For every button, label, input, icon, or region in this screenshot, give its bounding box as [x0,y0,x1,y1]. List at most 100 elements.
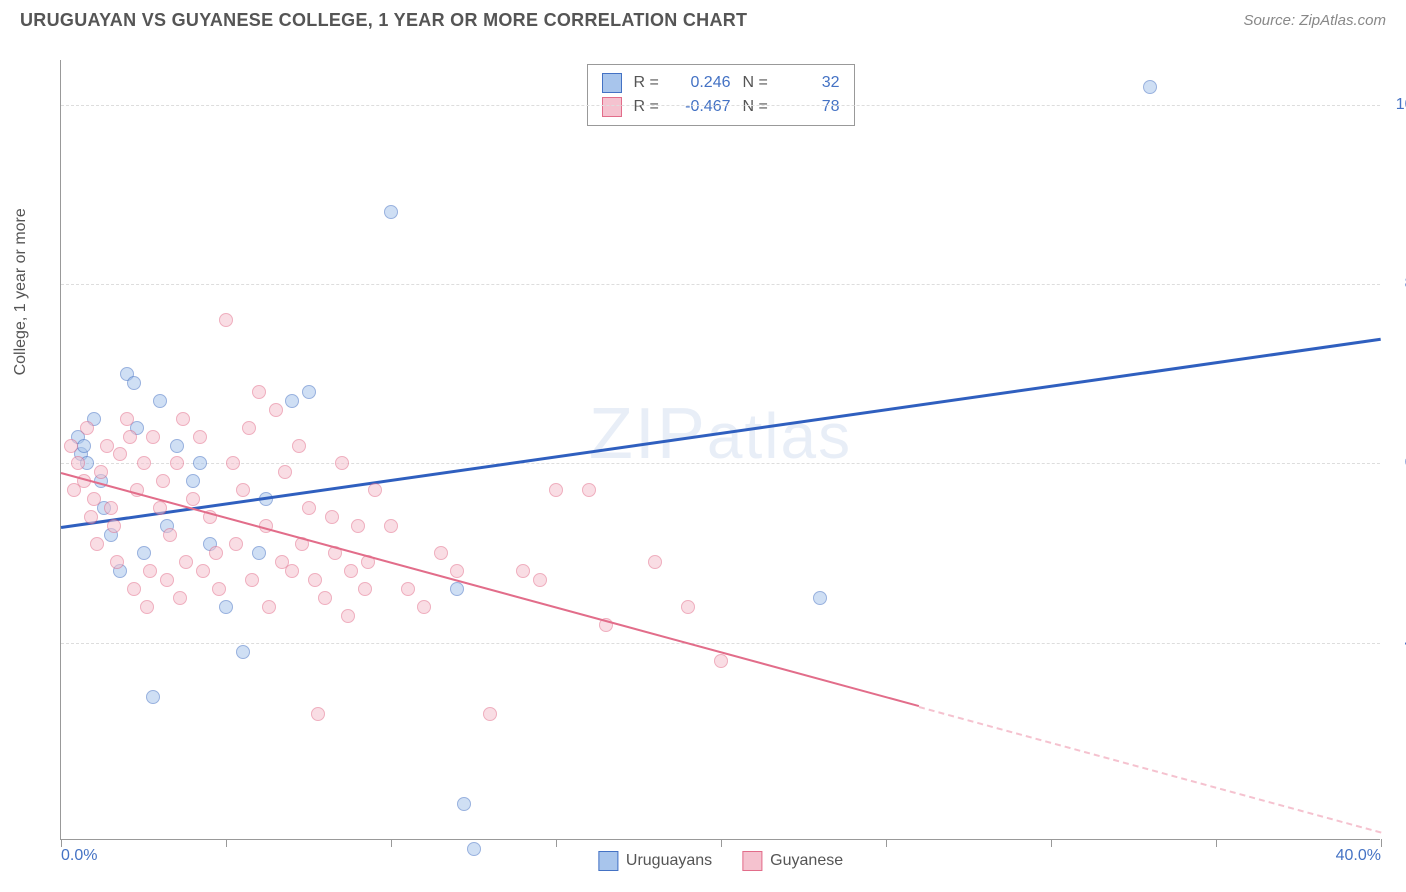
stats-row: R =0.246N =32 [602,71,840,95]
trend-line [919,706,1382,833]
scatter-point [140,600,154,614]
stat-r-value: -0.467 [676,98,731,116]
stat-r-label: R = [634,74,664,92]
scatter-point [153,501,167,515]
scatter-point [113,447,127,461]
scatter-point [236,483,250,497]
scatter-point [156,474,170,488]
scatter-point [335,456,349,470]
grid-line [61,105,1380,106]
legend-swatch [602,97,622,117]
scatter-point [516,564,530,578]
scatter-point [368,483,382,497]
x-tick [1216,839,1217,847]
scatter-point [351,519,365,533]
scatter-point [285,394,299,408]
scatter-point [127,582,141,596]
x-tick [391,839,392,847]
scatter-point [186,492,200,506]
scatter-point [84,510,98,524]
scatter-point [137,546,151,560]
scatter-point [1143,80,1157,94]
scatter-point [71,456,85,470]
y-axis-label: College, 1 year or more [12,208,30,375]
y-tick-label: 80.0% [1390,275,1406,293]
scatter-point [137,456,151,470]
x-tick [61,839,62,847]
legend-swatch [742,851,762,871]
scatter-point [219,313,233,327]
scatter-point [127,376,141,390]
scatter-point [219,600,233,614]
scatter-point [252,385,266,399]
scatter-point [450,582,464,596]
scatter-point [87,492,101,506]
scatter-point [123,430,137,444]
x-tick [886,839,887,847]
stat-r-value: 0.246 [676,74,731,92]
stats-legend-box: R =0.246N =32R =-0.467N =78 [587,64,855,126]
scatter-point [467,842,481,856]
legend-swatch [598,851,618,871]
scatter-point [275,555,289,569]
stat-n-value: 32 [785,74,840,92]
scatter-point [278,465,292,479]
scatter-point [292,439,306,453]
scatter-point [269,403,283,417]
scatter-point [245,573,259,587]
scatter-point [648,555,662,569]
scatter-point [173,591,187,605]
scatter-point [681,600,695,614]
scatter-point [153,394,167,408]
scatter-point [308,573,322,587]
trend-line [61,338,1381,529]
scatter-point [90,537,104,551]
scatter-point [226,456,240,470]
scatter-point [457,797,471,811]
x-tick-label: 0.0% [61,847,97,865]
scatter-point [582,483,596,497]
scatter-point [160,573,174,587]
scatter-point [242,421,256,435]
legend-label: Guyanese [770,852,843,870]
scatter-point [325,510,339,524]
scatter-point [341,609,355,623]
scatter-point [179,555,193,569]
stats-row: R =-0.467N =78 [602,95,840,119]
scatter-point [120,412,134,426]
scatter-point [212,582,226,596]
scatter-point [813,591,827,605]
chart-plot-area: College, 1 year or more ZIPatlas R =0.24… [60,60,1380,840]
scatter-point [302,501,316,515]
scatter-point [384,205,398,219]
scatter-point [714,654,728,668]
scatter-point [344,564,358,578]
scatter-point [193,430,207,444]
scatter-point [67,483,81,497]
grid-line [61,284,1380,285]
scatter-point [100,439,114,453]
scatter-point [94,465,108,479]
scatter-point [262,600,276,614]
scatter-point [318,591,332,605]
scatter-point [483,707,497,721]
scatter-point [209,546,223,560]
scatter-point [229,537,243,551]
legend-swatch [602,73,622,93]
legend-label: Uruguayans [626,852,712,870]
scatter-point [401,582,415,596]
trend-line [61,472,920,707]
scatter-point [170,456,184,470]
x-tick [721,839,722,847]
y-tick-label: 100.0% [1390,96,1406,114]
legend-item: Uruguayans [598,851,712,871]
scatter-point [104,501,118,515]
scatter-point [64,439,78,453]
scatter-point [146,690,160,704]
x-tick [556,839,557,847]
x-tick-label: 40.0% [1336,847,1381,865]
stat-n-label: N = [743,98,773,116]
stat-n-value: 78 [785,98,840,116]
source-attribution: Source: ZipAtlas.com [1243,12,1386,29]
legend-item: Guyanese [742,851,843,871]
